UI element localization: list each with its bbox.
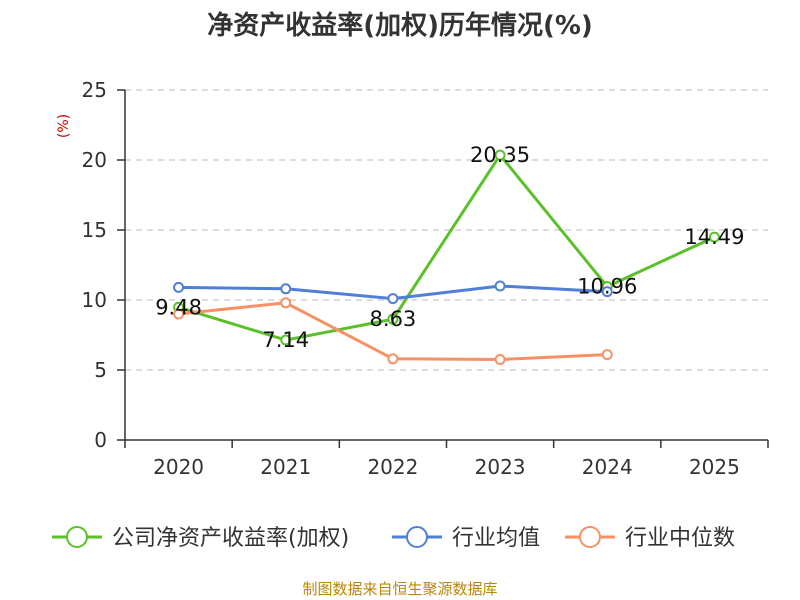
y-tick-label-10: 10 xyxy=(82,288,107,312)
legend-item-1[interactable]: 行业均值 xyxy=(392,526,540,551)
series-2-point-2021[interactable] xyxy=(280,297,292,309)
series-2-point-2023[interactable] xyxy=(494,354,506,365)
legend-label-2: 行业中位数 xyxy=(625,526,735,551)
legend-item-2[interactable]: 行业中位数 xyxy=(565,526,735,551)
data-label-2024: 10.96 xyxy=(577,275,637,299)
data-label-2022: 8.63 xyxy=(370,307,417,331)
series-0-point-2023[interactable] xyxy=(494,149,506,161)
y-axis-unit-label: (%) xyxy=(56,114,72,138)
y-tick-label-15: 15 xyxy=(82,218,107,242)
series-1-point-2022[interactable] xyxy=(387,293,399,305)
series-0-point-2025[interactable] xyxy=(708,231,720,243)
x-tick-label-2020: 2020 xyxy=(153,455,204,479)
series-lines xyxy=(173,149,720,365)
series-1-point-2020[interactable] xyxy=(173,281,185,293)
series-0 xyxy=(173,149,720,346)
legend-label-1: 行业均值 xyxy=(452,526,540,551)
series-2-point-2020[interactable] xyxy=(173,308,185,320)
x-tick-label-2022: 2022 xyxy=(367,455,418,479)
y-tick-label-0: 0 xyxy=(94,428,107,452)
legend: 公司净资产收益率(加权) 行业均值 行业中位数 xyxy=(52,526,735,551)
y-tick-label-5: 5 xyxy=(94,358,107,382)
legend-label-0: 公司净资产收益率(加权) xyxy=(112,526,349,551)
x-tick-label-2023: 2023 xyxy=(475,455,526,479)
legend-swatch-marker-2 xyxy=(579,526,601,548)
legend-swatch-marker-0 xyxy=(66,526,88,548)
legend-swatch-marker-1 xyxy=(406,526,428,548)
series-0-point-2021[interactable] xyxy=(280,334,292,346)
series-1-point-2021[interactable] xyxy=(280,283,292,295)
data-labels: 9.48 7.14 8.63 20.35 10.96 14.49 xyxy=(155,143,744,352)
data-label-2023: 20.35 xyxy=(470,143,530,167)
x-tick-label-2025: 2025 xyxy=(689,455,740,479)
series-2-point-2022[interactable] xyxy=(387,353,399,365)
series-1-point-2023[interactable] xyxy=(494,280,506,292)
data-label-2020: 9.48 xyxy=(155,295,202,319)
series-0-point-2022[interactable] xyxy=(387,313,399,325)
y-tick-label-25: 25 xyxy=(82,78,107,102)
series-1 xyxy=(173,280,613,305)
chart-title: 净资产收益率(加权)历年情况(%) xyxy=(207,10,593,41)
gridlines xyxy=(125,89,768,371)
series-1-point-2024[interactable] xyxy=(601,286,613,298)
data-label-2021: 7.14 xyxy=(262,328,309,352)
series-2-point-2024[interactable] xyxy=(601,349,613,361)
data-source-note: 制图数据来自恒生聚源数据库 xyxy=(302,580,497,598)
data-label-2025: 14.49 xyxy=(684,225,744,249)
y-tick-label-20: 20 xyxy=(82,148,107,172)
legend-item-0[interactable]: 公司净资产收益率(加权) xyxy=(52,526,349,551)
series-2 xyxy=(173,297,613,365)
x-tick-label-2024: 2024 xyxy=(582,455,633,479)
series-line-0 xyxy=(178,153,716,342)
x-tick-label-2021: 2021 xyxy=(260,455,311,479)
